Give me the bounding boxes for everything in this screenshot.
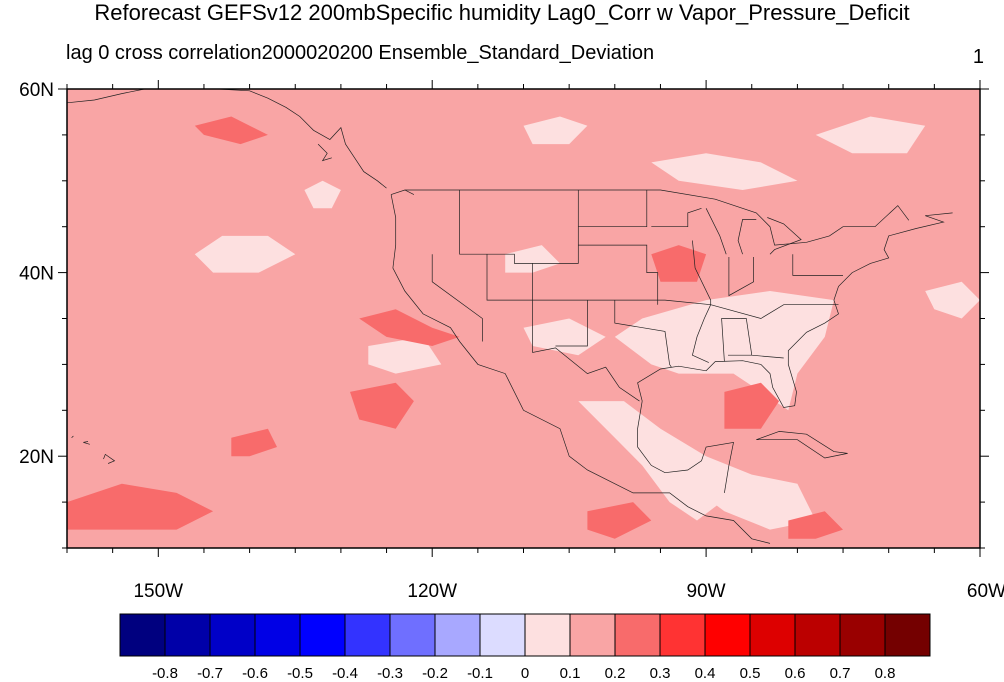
colorbar-swatch [704,613,751,657]
colorbar-label: 0.2 [605,665,626,682]
outline-11 [578,244,659,305]
outline-1 [637,212,953,408]
outline-25 [317,143,332,162]
colorbar-label: -0.5 [287,665,313,682]
outline-15 [728,257,754,297]
map-background [67,89,980,548]
colorbar-label: 0.3 [650,665,671,682]
colorbar-label: -0.3 [377,665,403,682]
colorbar-swatch [884,613,931,657]
contour-region-15 [724,382,780,429]
contour-regions [67,116,980,539]
contour-region-14 [359,309,460,346]
contour-region-9 [523,116,588,145]
contour-region-7 [651,153,798,190]
x-tick-label: 120W [407,581,457,602]
colorbar-label: -0.4 [332,665,358,682]
outline-17 [705,208,727,255]
outline-10 [578,190,648,228]
contour-region-20 [194,116,268,145]
x-tick-label: 90W [687,581,726,602]
outline-8 [532,263,640,402]
outline-24 [67,89,387,189]
outline-14 [721,318,784,362]
y-tick-label: 20N [19,447,54,468]
contour-region-4 [304,180,341,209]
contour-region-8 [815,116,926,154]
outline-7 [486,254,839,319]
contour-region-16 [651,245,707,282]
contour-region-11 [505,245,560,273]
axis-ticks: 150W 120W 90W 60W 60N 40N 20N [19,80,1004,602]
colorbar-swatch [524,613,571,657]
corner-label: 1 [972,46,984,68]
colorbar: -0.8 -0.7 -0.6 -0.5 -0.4 -0.3 -0.2 -0.1 0 0.1 0.2 0… [119,613,931,682]
outline-21 [103,453,116,464]
colorbar-swatch [389,613,436,657]
colorbar-label: 0.1 [560,665,581,682]
outline-23 [71,435,74,439]
y-tick-label: 40N [19,264,54,285]
colorbar-label: 0.8 [875,665,896,682]
colorbar-label: 0.7 [830,665,851,682]
contour-region-12 [67,483,214,530]
colorbar-label: -0.1 [467,665,493,682]
colorbar-swatch [299,613,346,657]
colorbar-swatch [749,613,796,657]
colorbar-swatch [839,613,886,657]
map-field [67,89,980,548]
outline-9 [555,300,588,347]
colorbar-swatch [569,613,616,657]
colorbar-swatch [659,613,706,657]
chart-subtitle: lag 0 cross correlation2000020200 Ensemb… [66,42,655,64]
contour-region-1 [578,401,734,521]
colorbar-swatch [254,613,301,657]
contour-region-3 [194,235,296,273]
x-tick-label: 60W [967,581,1004,602]
contour-region-17 [231,428,277,457]
colorbar-label: 0.6 [785,665,806,682]
outline-18 [737,219,757,255]
colorbar-label: 0 [521,665,529,682]
outline-12 [614,300,672,368]
coastlines [67,89,953,544]
outline-0 [390,194,771,544]
x-tick-label: 150W [133,581,183,602]
colorbar-swatch [164,613,211,657]
contour-region-19 [788,511,843,539]
contour-region-13 [350,382,414,429]
contour-region-2 [669,437,816,530]
outline-19 [651,207,702,228]
colorbar-swatch [614,613,661,657]
outline-20 [767,217,802,255]
contour-region-18 [587,502,652,539]
colorbar-label: -0.2 [422,665,448,682]
outline-26 [756,431,848,459]
colorbar-swatch [344,613,391,657]
colorbar-swatch [434,613,481,657]
colorbar-swatch [119,613,166,657]
outline-22 [83,441,90,445]
colorbar-label: 0.5 [740,665,761,682]
colorbar-label: -0.8 [152,665,178,682]
colorbar-label: 0.4 [695,665,716,682]
chart-title: Reforecast GEFSv12 200mbSpecific humidit… [94,0,910,25]
outline-2 [637,401,734,493]
colorbar-swatch [209,613,256,657]
contour-region-10 [925,281,980,319]
outline-6 [431,254,483,342]
colorbar-swatch [479,613,526,657]
colorbar-label: -0.6 [242,665,268,682]
colorbar-swatch [794,613,841,657]
contour-region-5 [368,336,442,374]
colorbar-label: -0.7 [197,665,223,682]
outline-16 [792,254,843,276]
contour-region-0 [614,291,834,411]
y-tick-label: 60N [19,80,54,101]
outline-13 [691,240,712,363]
